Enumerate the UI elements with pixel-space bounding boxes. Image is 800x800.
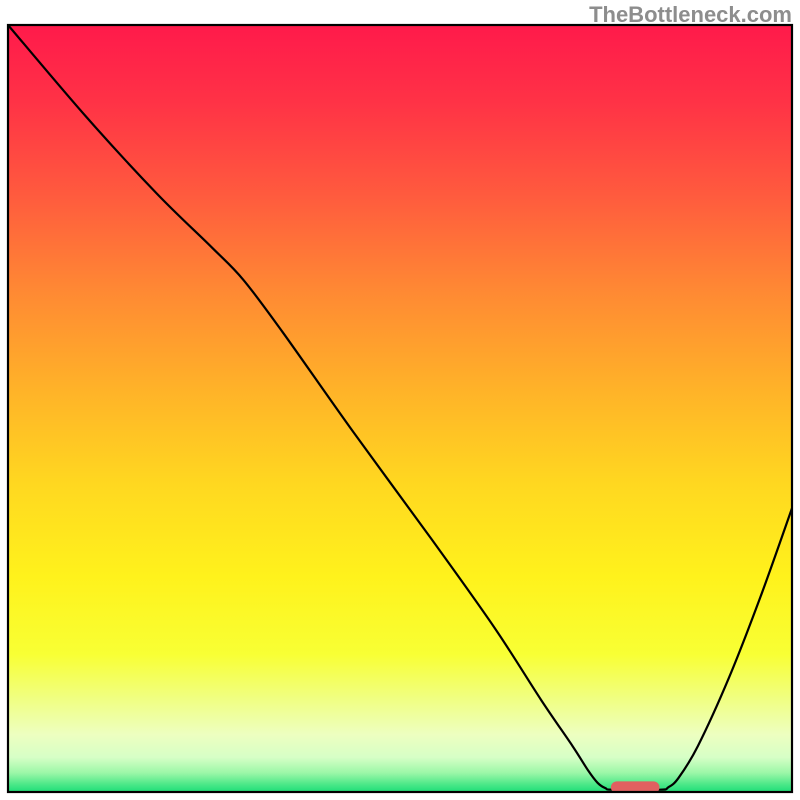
- watermark-text: TheBottleneck.com: [589, 2, 792, 28]
- bottleneck-chart: TheBottleneck.com: [0, 0, 800, 800]
- gradient-background: [8, 25, 792, 792]
- chart-svg: [0, 0, 800, 800]
